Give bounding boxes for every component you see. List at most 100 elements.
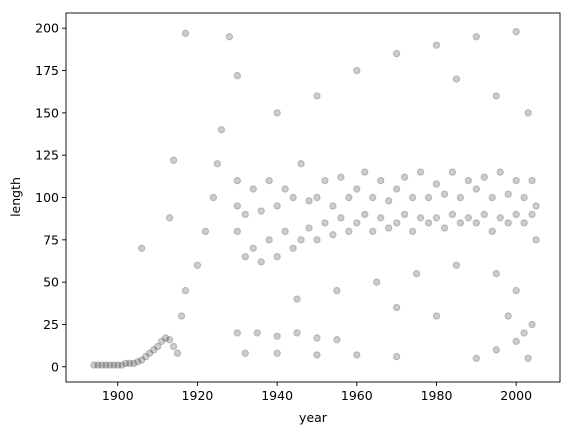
data-point (337, 214, 345, 222)
x-axis-label: year (299, 410, 328, 425)
data-point (492, 92, 500, 100)
x-tick-label: 2000 (500, 388, 532, 403)
data-point (137, 356, 146, 364)
data-point (504, 219, 512, 227)
data-point (512, 286, 520, 295)
data-point (528, 320, 536, 329)
data-point (273, 109, 281, 117)
data-point (472, 32, 481, 41)
y-tick-label: 175 (35, 63, 59, 78)
data-point (392, 303, 401, 312)
data-point (456, 193, 465, 202)
data-point (353, 351, 361, 359)
data-point (377, 176, 385, 185)
data-point (94, 361, 102, 369)
data-point (169, 156, 178, 164)
data-point (209, 193, 218, 202)
x-tick-label: 1900 (102, 388, 134, 403)
data-point (241, 349, 249, 357)
y-tick-label: 50 (43, 275, 59, 290)
data-point (134, 357, 142, 366)
data-point (217, 126, 226, 134)
x-ticks: 1900 1920 1940 1960 1980 2000 (102, 382, 532, 403)
data-point (377, 214, 385, 222)
data-point (412, 269, 421, 278)
data-point (137, 244, 146, 252)
data-point (361, 168, 369, 176)
data-point (416, 168, 425, 176)
data-point (297, 236, 305, 244)
data-point (149, 346, 158, 354)
data-point (369, 227, 377, 236)
data-point (496, 214, 504, 222)
data-point (157, 337, 166, 346)
data-point (161, 334, 170, 342)
data-point (492, 269, 500, 278)
data-point (313, 193, 321, 202)
data-point (257, 207, 265, 215)
data-point (106, 361, 114, 369)
x-tick-label: 1980 (421, 388, 453, 403)
data-point (472, 354, 481, 363)
data-point (257, 258, 265, 266)
data-point (122, 359, 130, 368)
data-point (361, 210, 369, 219)
data-point (145, 349, 154, 357)
data-point (524, 354, 532, 363)
data-point (520, 329, 528, 337)
data-point (528, 210, 536, 219)
data-point (321, 219, 329, 227)
data-point (181, 286, 190, 295)
data-point (233, 176, 242, 185)
data-point (165, 335, 174, 344)
data-point (313, 334, 321, 342)
data-point (305, 224, 313, 232)
data-point (273, 202, 281, 210)
data-point (329, 202, 337, 210)
data-point (424, 219, 433, 227)
data-point (193, 261, 202, 269)
data-point (440, 224, 449, 232)
data-point (126, 359, 134, 368)
data-point (532, 202, 540, 210)
data-point (472, 219, 481, 227)
data-point (181, 29, 190, 38)
data-point (118, 361, 126, 369)
data-point (492, 346, 500, 354)
points-layer (90, 27, 540, 369)
y-tick-label: 25 (43, 317, 59, 332)
data-point (353, 185, 361, 193)
data-point (373, 278, 381, 286)
data-point (273, 332, 281, 340)
data-point (512, 176, 520, 185)
x-tick-label: 1960 (341, 388, 373, 403)
data-point (98, 361, 106, 369)
data-point (448, 168, 457, 176)
data-point (400, 210, 409, 219)
data-point (480, 210, 489, 219)
data-point (528, 176, 536, 185)
data-point (345, 193, 353, 202)
data-point (313, 236, 321, 244)
data-point (452, 261, 461, 269)
data-point (512, 210, 520, 219)
data-point (512, 27, 520, 36)
data-point (408, 193, 417, 202)
y-tick-label: 100 (35, 190, 59, 205)
data-point (488, 193, 496, 202)
data-point (464, 214, 473, 222)
data-point (233, 227, 242, 236)
data-point (496, 168, 504, 176)
data-point (273, 253, 281, 261)
data-point (153, 342, 162, 351)
data-point (177, 312, 186, 320)
data-point (345, 227, 353, 236)
data-point (408, 227, 417, 236)
data-point (524, 109, 532, 117)
data-point (369, 193, 377, 202)
y-tick-label: 150 (35, 105, 59, 120)
data-point (480, 173, 489, 181)
data-point (432, 41, 441, 49)
data-point (265, 236, 273, 244)
